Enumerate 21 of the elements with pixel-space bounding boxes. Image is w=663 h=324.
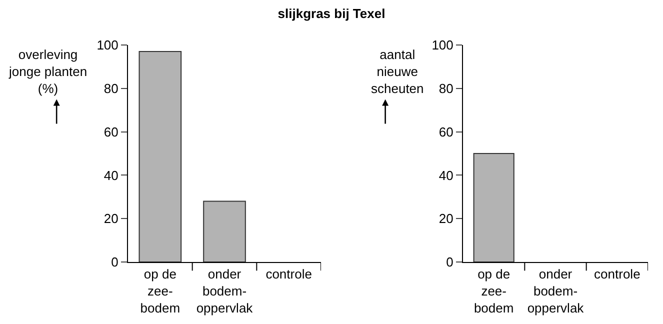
y-tick-label: 40	[438, 168, 454, 183]
y-tick-label: 0	[111, 254, 118, 270]
y-axis-title: overleving jonge planten (%)	[8, 47, 88, 96]
chart-title: slijkgras bij Texel	[276, 6, 386, 21]
y-axis-title: aantal nieuwe scheuten	[371, 47, 424, 96]
y-tick-label: 100	[96, 38, 118, 53]
y-tick-label: 60	[104, 124, 118, 140]
y-tick-label: 60	[438, 124, 454, 140]
x-tick-label: onder bodem- oppervlak	[196, 266, 254, 316]
x-tick-label: onder bodem- oppervlak	[527, 266, 584, 316]
x-tick-label: op de zee- bodem	[474, 266, 514, 316]
y-tick-label: 40	[104, 168, 118, 183]
x-tick-label: controle	[266, 266, 312, 282]
y-tick-label: 100	[432, 38, 454, 53]
y-tick-label: 80	[438, 80, 454, 96]
y-tick-label: 20	[438, 211, 454, 226]
y-tick-label: 80	[104, 80, 118, 96]
x-tick-label: op de zee- bodem	[140, 266, 180, 316]
y-tick-label: 20	[104, 211, 118, 226]
y-tick-label: 0	[446, 254, 454, 270]
x-tick-label: controle	[594, 266, 640, 282]
